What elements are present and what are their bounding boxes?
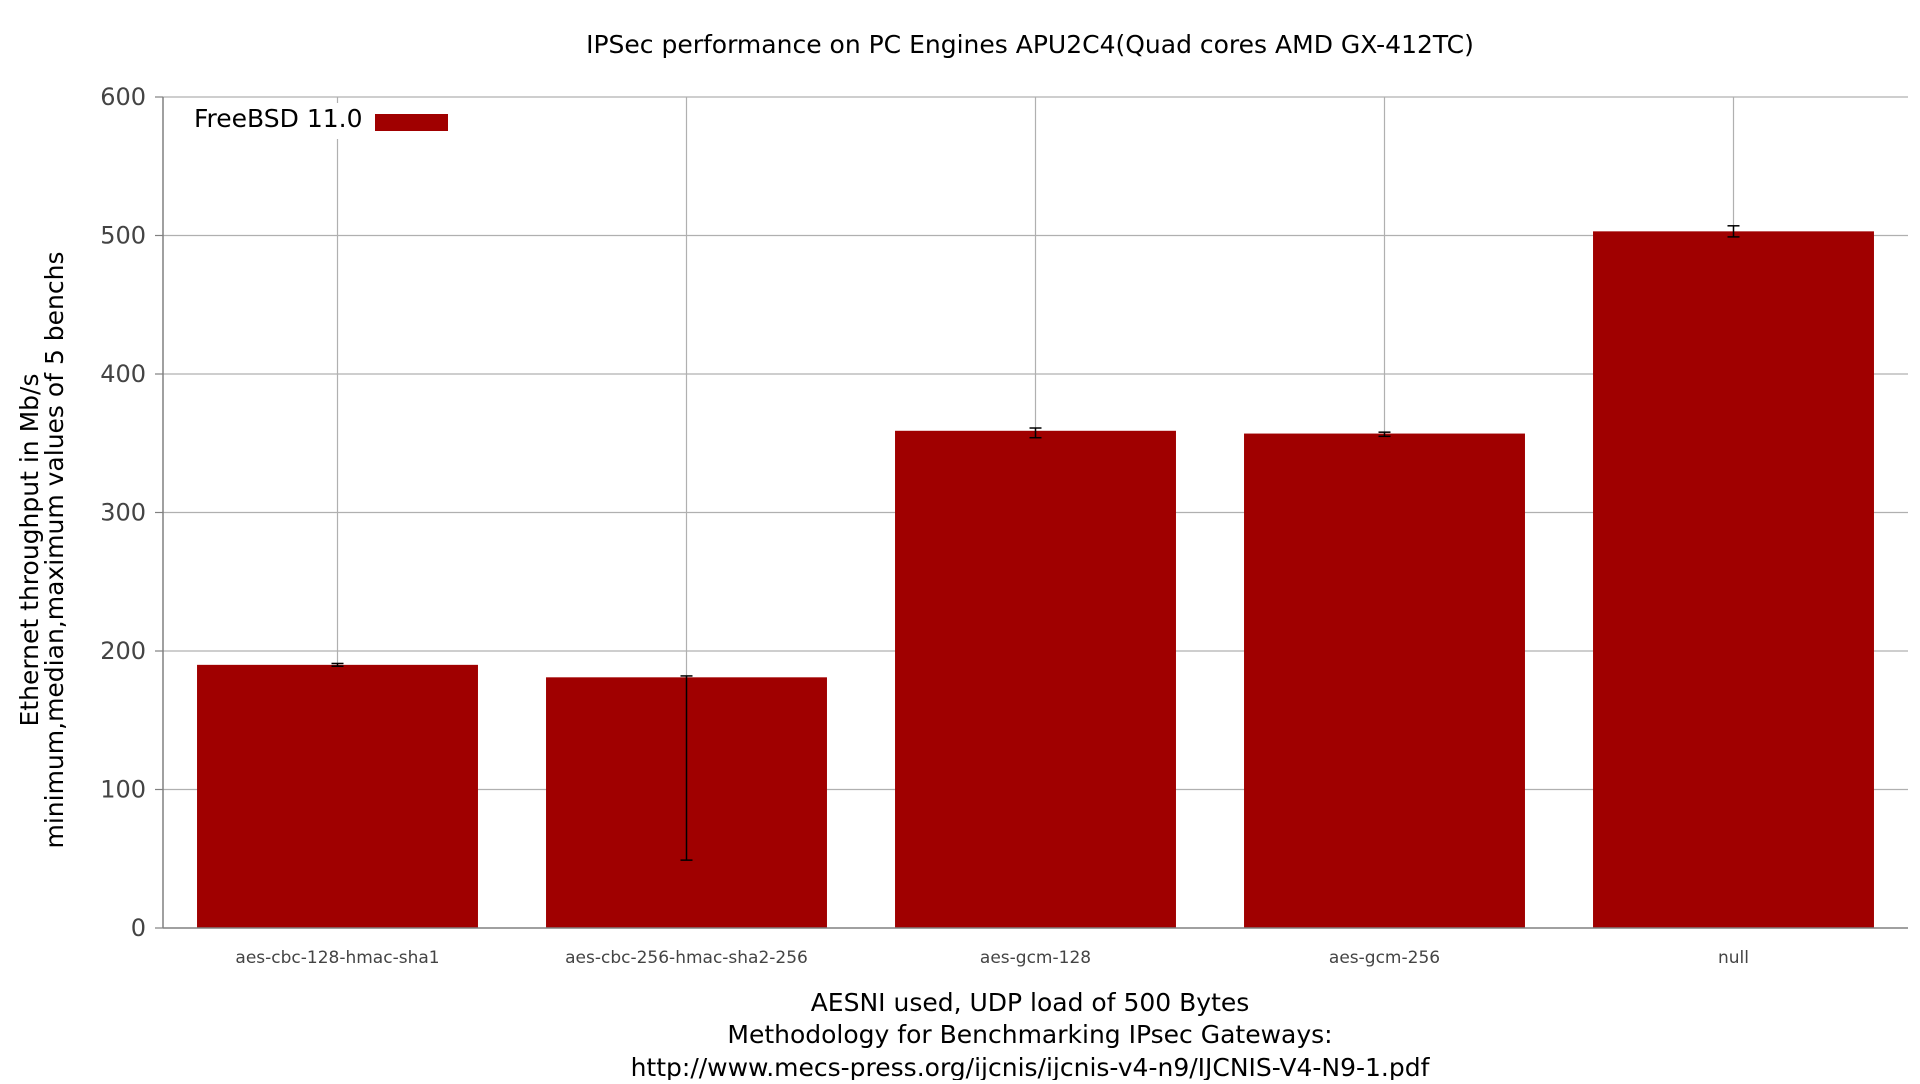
- y-tick-labels: 0 100 200 300 400 500 600: [100, 83, 146, 942]
- x-tick-label: aes-cbc-256-hmac-sha2-256: [565, 948, 808, 968]
- x-axis-label-line-3: http://www.mecs-press.org/ijcnis/ijcnis-…: [631, 1053, 1431, 1080]
- x-tick-label: aes-gcm-256: [1329, 948, 1440, 968]
- bar: [895, 430, 1176, 928]
- y-tick-label: 500: [100, 222, 146, 250]
- legend: FreeBSD 11.0: [190, 103, 460, 139]
- x-tick-label: null: [1718, 948, 1749, 968]
- x-tick-labels: aes-cbc-128-hmac-sha1 aes-cbc-256-hmac-sh…: [235, 948, 1749, 968]
- legend-label: FreeBSD 11.0: [194, 104, 363, 133]
- y-tick-label: 300: [100, 499, 146, 527]
- bar: [1593, 231, 1874, 929]
- y-tick-label: 0: [131, 914, 146, 942]
- x-axis-label-line-1: AESNI used, UDP load of 500 Bytes: [811, 988, 1250, 1017]
- x-tick-label: aes-cbc-128-hmac-sha1: [235, 948, 439, 968]
- y-axis-label: Ethernet throughput in Mb/s minimum,medi…: [15, 251, 69, 848]
- y-tick-label: 400: [100, 360, 146, 388]
- bar-series: [197, 231, 1874, 929]
- x-axis-label: AESNI used, UDP load of 500 Bytes Method…: [631, 988, 1431, 1082]
- bar: [1244, 433, 1525, 928]
- y-tick-label: 100: [100, 776, 146, 804]
- y-axis-label-line-2: minimum,median,maximum values of 5 bench…: [40, 251, 69, 848]
- y-tick-label: 200: [100, 637, 146, 665]
- y-axis-label-line-1: Ethernet throughput in Mb/s: [15, 374, 44, 727]
- x-axis-label-line-2: Methodology for Benchmarking IPsec Gatew…: [727, 1020, 1332, 1049]
- legend-swatch: [375, 114, 448, 131]
- axes: [155, 96, 1908, 929]
- x-tick-label: aes-gcm-128: [980, 948, 1091, 968]
- y-tick-label: 600: [100, 83, 146, 111]
- chart-title: IPSec performance on PC Engines APU2C4(Q…: [586, 30, 1474, 59]
- bar: [197, 664, 478, 928]
- error-bars: [331, 225, 1740, 861]
